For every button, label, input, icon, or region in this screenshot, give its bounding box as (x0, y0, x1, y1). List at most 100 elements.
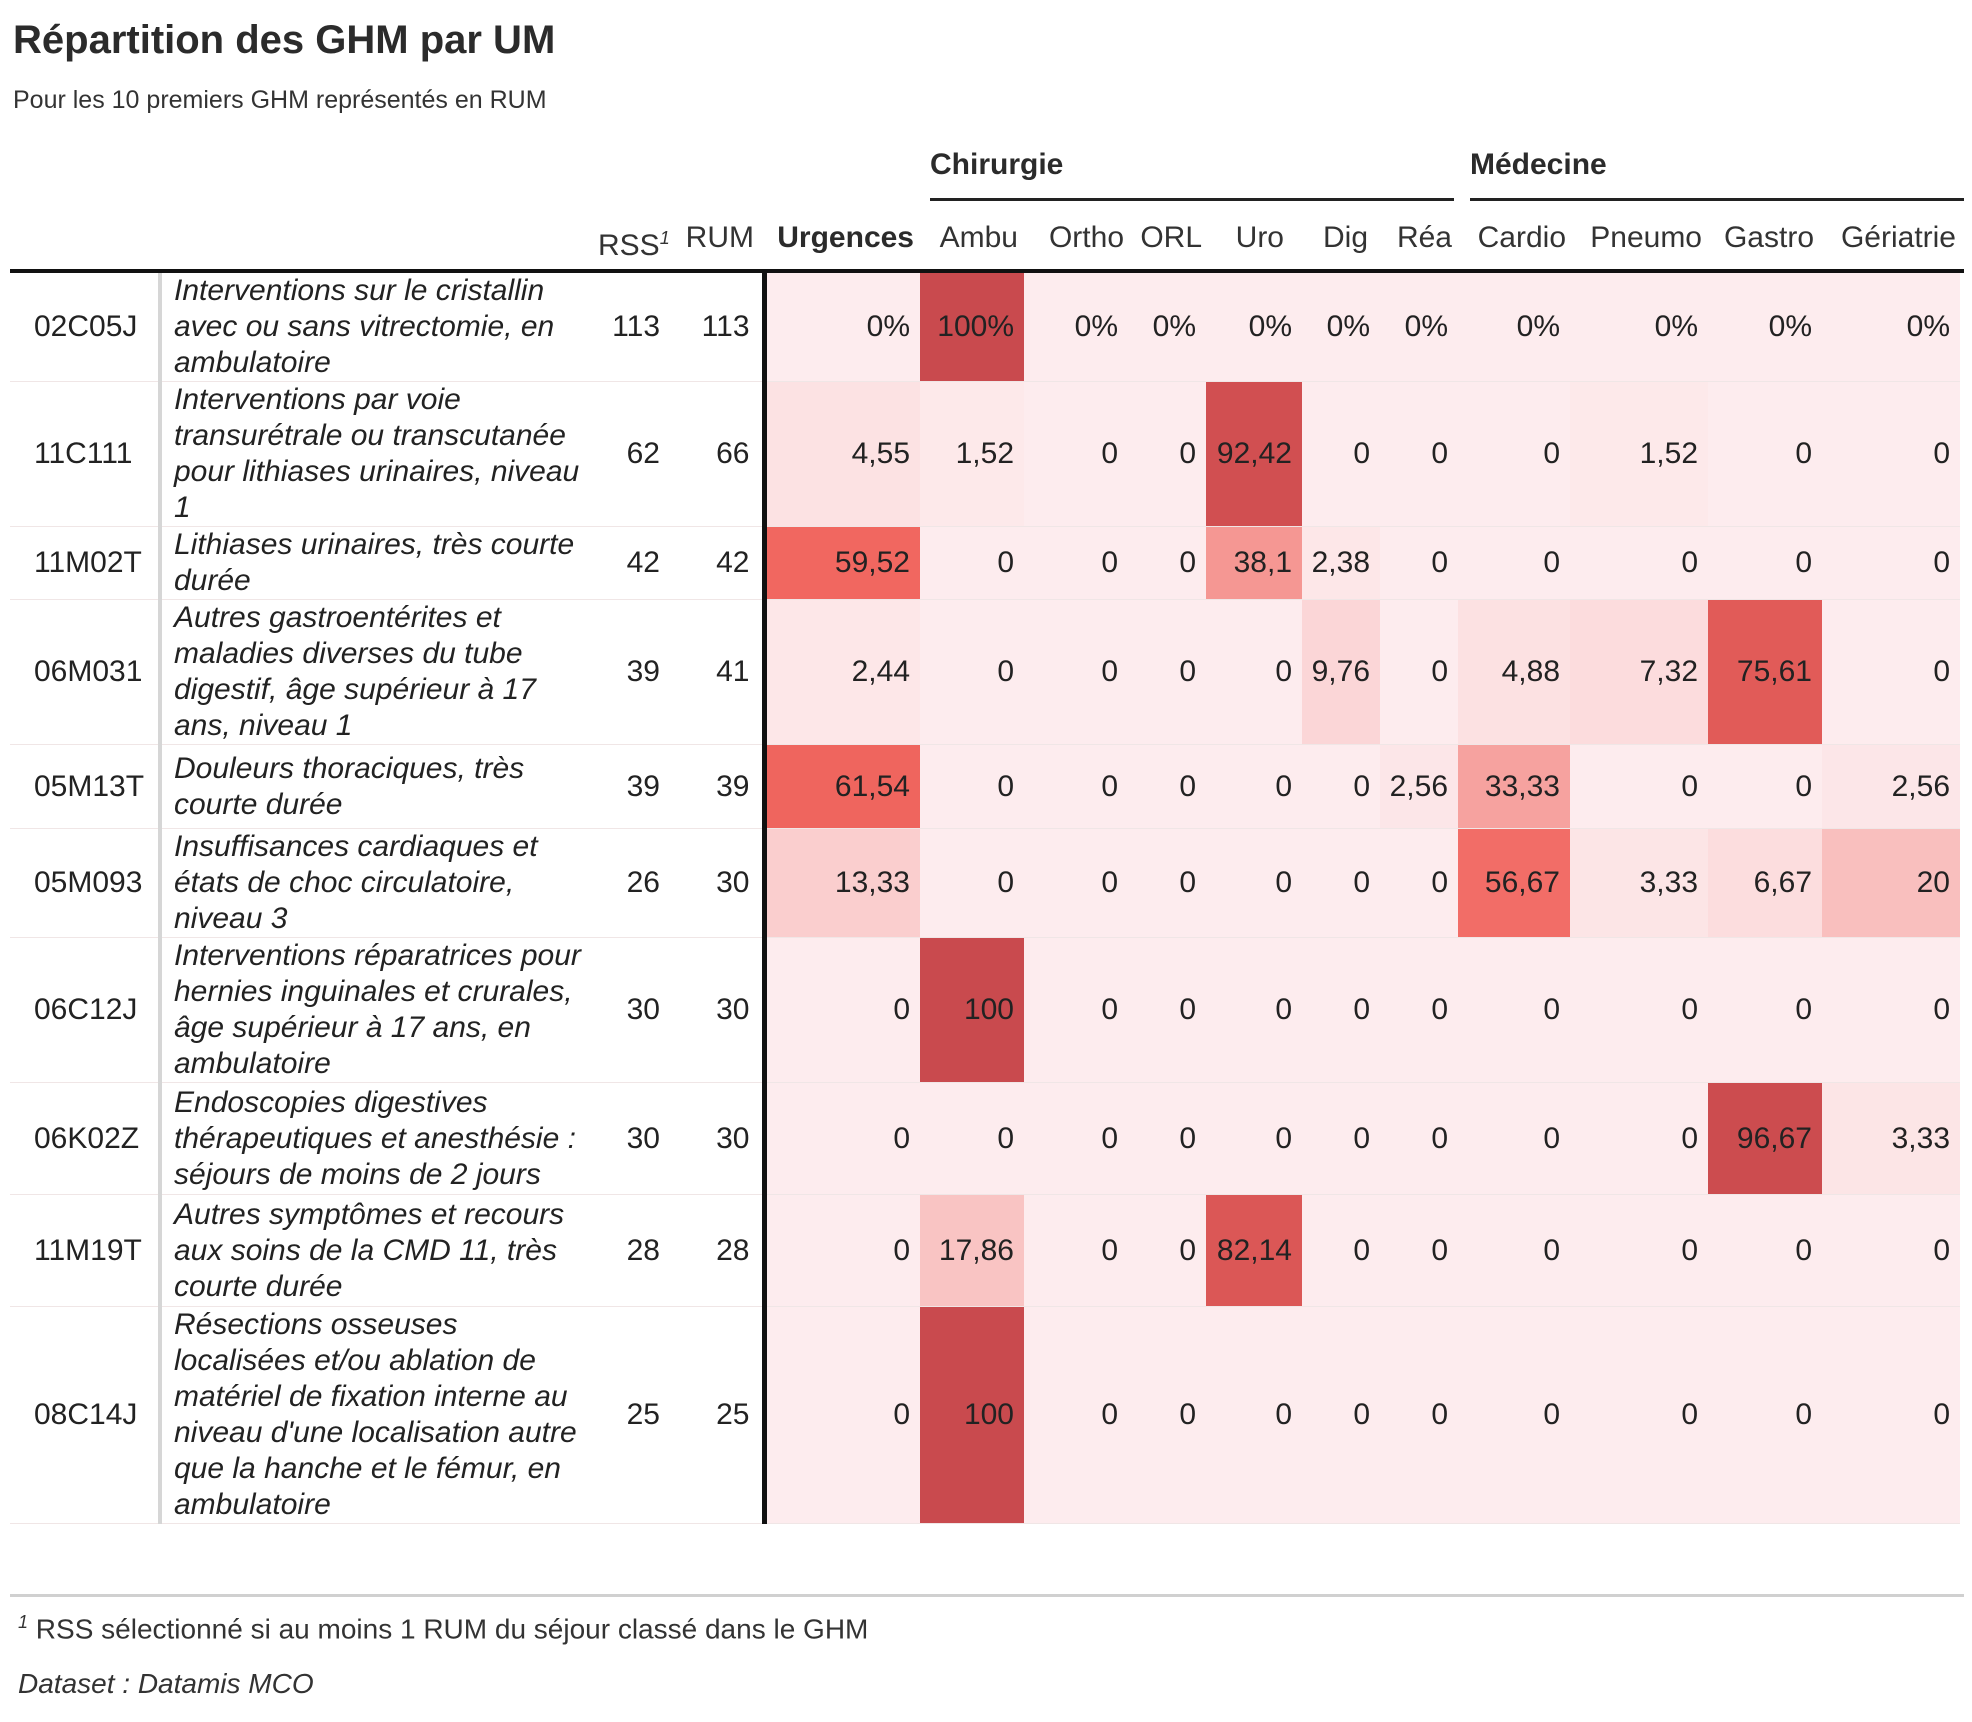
cell-urgences: 2,44 (764, 599, 920, 745)
cell-geriatrie: 0% (1822, 273, 1960, 382)
group-label-medecine: Médecine (1470, 148, 1607, 181)
header-rule (10, 269, 1964, 273)
cell-gastro: 0 (1708, 744, 1822, 829)
page-title: Répartition des GHM par UM (13, 18, 556, 62)
cell-urgences: 0 (764, 1194, 920, 1307)
cell-orl: 0 (1128, 744, 1206, 829)
table-row: 05M13T Douleurs thoraciques, très courte … (10, 744, 1960, 829)
cell-cardio: 0% (1458, 273, 1570, 382)
cell-pneumo: 0% (1570, 273, 1708, 382)
cell-dig: 0 (1302, 1306, 1380, 1524)
cell-uro: 0 (1206, 937, 1302, 1083)
rum-count: 39 (672, 744, 767, 829)
column-header-pneumo: Pneumo (1590, 221, 1702, 254)
rss-count: 28 (596, 1194, 672, 1307)
column-header-ambu: Ambu (939, 221, 1018, 254)
cell-ambu: 100 (920, 937, 1024, 1083)
cell-geriatrie: 20 (1822, 828, 1960, 938)
cell-cardio: 0 (1458, 1194, 1570, 1307)
footnote-mark: 1 (18, 1612, 29, 1632)
table-row: 06M031 Autres gastroentérites et maladies… (10, 599, 1960, 745)
cell-rea: 2,56 (1380, 744, 1458, 829)
ghm-code: 11M02T (10, 526, 162, 600)
column-header-orl: ORL (1140, 221, 1202, 254)
page-subtitle: Pour les 10 premiers GHM représentés en … (13, 86, 547, 114)
cell-urgences: 59,52 (764, 526, 920, 600)
cell-orl: 0 (1128, 381, 1206, 527)
group-line-medecine (1470, 198, 1964, 201)
cell-urgences: 0 (764, 1306, 920, 1524)
ghm-label: Interventions par voie transurétrale ou … (160, 381, 596, 527)
table-row: 05M093 Insuffisances cardiaques et états … (10, 828, 1960, 938)
cell-dig: 0% (1302, 273, 1380, 382)
table-row: 08C14J Résections osseuses localisées et/… (10, 1306, 1960, 1524)
cell-urgences: 13,33 (764, 828, 920, 938)
rum-count: 113 (672, 273, 767, 382)
cell-pneumo: 7,32 (1570, 599, 1708, 745)
cell-geriatrie: 2,56 (1822, 744, 1960, 829)
table-row: 11M19T Autres symptômes et recours aux so… (10, 1194, 1960, 1307)
cell-urgences: 4,55 (764, 381, 920, 527)
cell-geriatrie: 0 (1822, 381, 1960, 527)
ghm-label: Insuffisances cardiaques et états de cho… (160, 828, 596, 938)
cell-geriatrie: 0 (1822, 1306, 1960, 1524)
rum-count: 41 (672, 599, 767, 745)
cell-ortho: 0 (1024, 526, 1128, 600)
ghm-label: Douleurs thoraciques, très courte durée (160, 744, 596, 829)
cell-pneumo: 0 (1570, 1082, 1708, 1195)
cell-gastro: 96,67 (1708, 1082, 1822, 1195)
rss-count: 26 (596, 828, 672, 938)
column-header-geriatrie: Gériatrie (1840, 221, 1956, 254)
rum-count: 28 (672, 1194, 767, 1307)
table-row: 02C05J Interventions sur le cristallin av… (10, 273, 1960, 382)
table-row: 06K02Z Endoscopies digestives thérapeutiq… (10, 1082, 1960, 1195)
ghm-label: Résections osseuses localisées et/ou abl… (160, 1306, 596, 1524)
cell-orl: 0 (1128, 599, 1206, 745)
cell-orl: 0 (1128, 1194, 1206, 1307)
table-row: 11M02T Lithiases urinaires, très courte d… (10, 526, 1960, 600)
cell-ambu: 0 (920, 744, 1024, 829)
cell-orl: 0% (1128, 273, 1206, 382)
cell-urgences: 0% (764, 273, 920, 382)
cell-dig: 0 (1302, 1082, 1380, 1195)
cell-rea: 0 (1380, 599, 1458, 745)
column-header-dig: Dig (1322, 221, 1368, 254)
cell-dig: 0 (1302, 744, 1380, 829)
ghm-code: 02C05J (10, 273, 162, 382)
cell-ortho: 0 (1024, 744, 1128, 829)
cell-dig: 0 (1302, 1194, 1380, 1307)
cell-geriatrie: 0 (1822, 1194, 1960, 1307)
cell-orl: 0 (1128, 526, 1206, 600)
cell-orl: 0 (1128, 828, 1206, 938)
cell-ortho: 0 (1024, 599, 1128, 745)
cell-dig: 0 (1302, 937, 1380, 1083)
cell-cardio: 56,67 (1458, 828, 1570, 938)
ghm-code: 06C12J (10, 937, 162, 1083)
ghm-code: 06M031 (10, 599, 162, 745)
ghm-code: 11M19T (10, 1194, 162, 1307)
cell-orl: 0 (1128, 937, 1206, 1083)
group-line-chirurgie (930, 198, 1454, 201)
cell-ortho: 0 (1024, 828, 1128, 938)
cell-cardio: 0 (1458, 526, 1570, 600)
footnote: 1 RSS sélectionné si au moins 1 RUM du s… (18, 1612, 868, 1645)
cell-pneumo: 0 (1570, 744, 1708, 829)
ghm-code: 08C14J (10, 1306, 162, 1524)
cell-cardio: 4,88 (1458, 599, 1570, 745)
cell-ortho: 0% (1024, 273, 1128, 382)
rum-count: 30 (672, 828, 767, 938)
cell-ortho: 0 (1024, 1306, 1128, 1524)
column-header-rss-label: RSS (598, 229, 660, 262)
cell-cardio: 0 (1458, 1306, 1570, 1524)
cell-rea: 0 (1380, 526, 1458, 600)
cell-pneumo: 0 (1570, 1194, 1708, 1307)
cell-uro: 82,14 (1206, 1194, 1302, 1307)
cell-gastro: 0 (1708, 937, 1822, 1083)
ghm-code: 06K02Z (10, 1082, 162, 1195)
cell-pneumo: 0 (1570, 1306, 1708, 1524)
table-row: 11C111 Interventions par voie transurétra… (10, 381, 1960, 527)
rss-count: 62 (596, 381, 672, 527)
cell-orl: 0 (1128, 1306, 1206, 1524)
rum-count: 30 (672, 1082, 767, 1195)
